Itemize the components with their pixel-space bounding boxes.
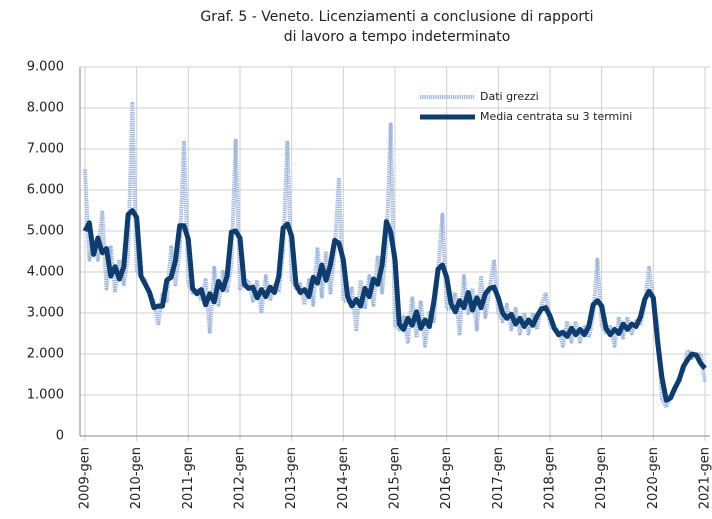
x-tick-label: 2013-gen	[284, 447, 299, 509]
x-tick-label: 2020-gen	[646, 447, 661, 509]
y-tick-label: 2.000	[27, 347, 64, 362]
x-tick-label: 2019-gen	[594, 447, 609, 509]
legend-label: Dati grezzi	[480, 90, 539, 103]
x-tick-label: 2016-gen	[439, 447, 454, 509]
x-tick-label: 2014-gen	[336, 447, 351, 509]
x-tick-label: 2009-gen	[78, 447, 93, 509]
legend-label: Media centrata su 3 termini	[480, 110, 632, 123]
series-line	[83, 101, 707, 410]
y-tick-label: 5.000	[27, 224, 64, 239]
x-tick-label: 2011-gen	[181, 447, 196, 509]
y-tick-label: 1.000	[27, 388, 64, 403]
chart-title: di lavoro a tempo indeterminato	[284, 29, 511, 45]
y-tick-label: 9.000	[27, 60, 64, 75]
y-tick-label: 3.000	[27, 306, 64, 321]
y-tick-label: 0	[56, 429, 64, 444]
x-tick-label: 2018-gen	[543, 447, 558, 509]
y-tick-label: 8.000	[27, 101, 64, 116]
y-tick-label: 6.000	[27, 183, 64, 198]
y-tick-label: 7.000	[27, 142, 64, 157]
x-tick-label: 2010-gen	[129, 447, 144, 509]
x-tick-label: 2021-gen	[698, 447, 712, 509]
x-tick-label: 2017-gen	[491, 447, 506, 509]
x-tick-label: 2012-gen	[233, 447, 248, 509]
chart-title: Graf. 5 - Veneto. Licenziamenti a conclu…	[200, 9, 593, 25]
x-tick-label: 2015-gen	[388, 447, 403, 509]
series-line	[82, 208, 707, 403]
y-tick-label: 4.000	[27, 265, 64, 280]
